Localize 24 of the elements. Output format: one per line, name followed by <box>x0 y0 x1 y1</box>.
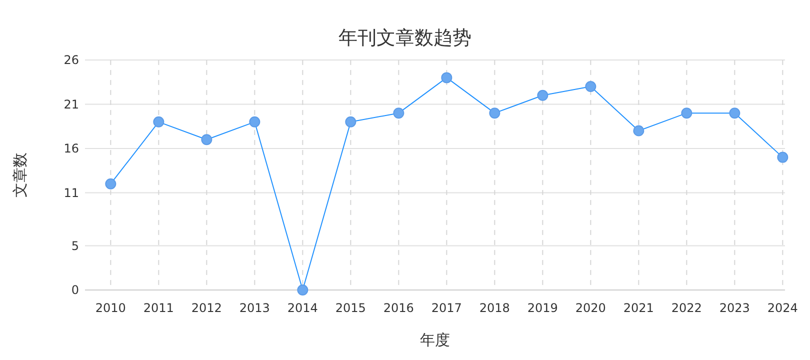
x-tick-label: 2022 <box>671 301 702 315</box>
chart-title: 年刊文章数趋势 <box>338 27 472 49</box>
x-tick-label: 2011 <box>143 301 174 315</box>
x-tick-label: 2023 <box>719 301 750 315</box>
y-tick-label: 21 <box>64 97 79 112</box>
x-tick-label: 2015 <box>335 301 366 315</box>
x-tick-label: 2018 <box>479 301 510 315</box>
x-tick-label: 2016 <box>383 301 414 315</box>
y-axis-title: 文章数 <box>11 152 29 198</box>
x-axis-title: 年度 <box>420 331 450 349</box>
x-tick-label: 2010 <box>95 301 126 315</box>
y-tick-label: 5 <box>71 238 79 253</box>
x-tick-label: 2020 <box>575 301 606 315</box>
y-tick-label: 0 <box>71 283 79 298</box>
y-tick-label: 11 <box>64 186 79 200</box>
y-tick-label: 26 <box>64 53 79 68</box>
x-tick-label: 2019 <box>527 301 558 315</box>
x-tick-label: 2012 <box>191 301 222 315</box>
x-tick-label: 2024 <box>767 301 798 315</box>
x-tick-label: 2017 <box>431 301 462 315</box>
y-tick-label: 16 <box>64 142 79 156</box>
x-tick-label: 2021 <box>623 301 654 315</box>
x-tick-label: 2014 <box>287 301 318 315</box>
x-tick-label: 2013 <box>239 301 270 315</box>
